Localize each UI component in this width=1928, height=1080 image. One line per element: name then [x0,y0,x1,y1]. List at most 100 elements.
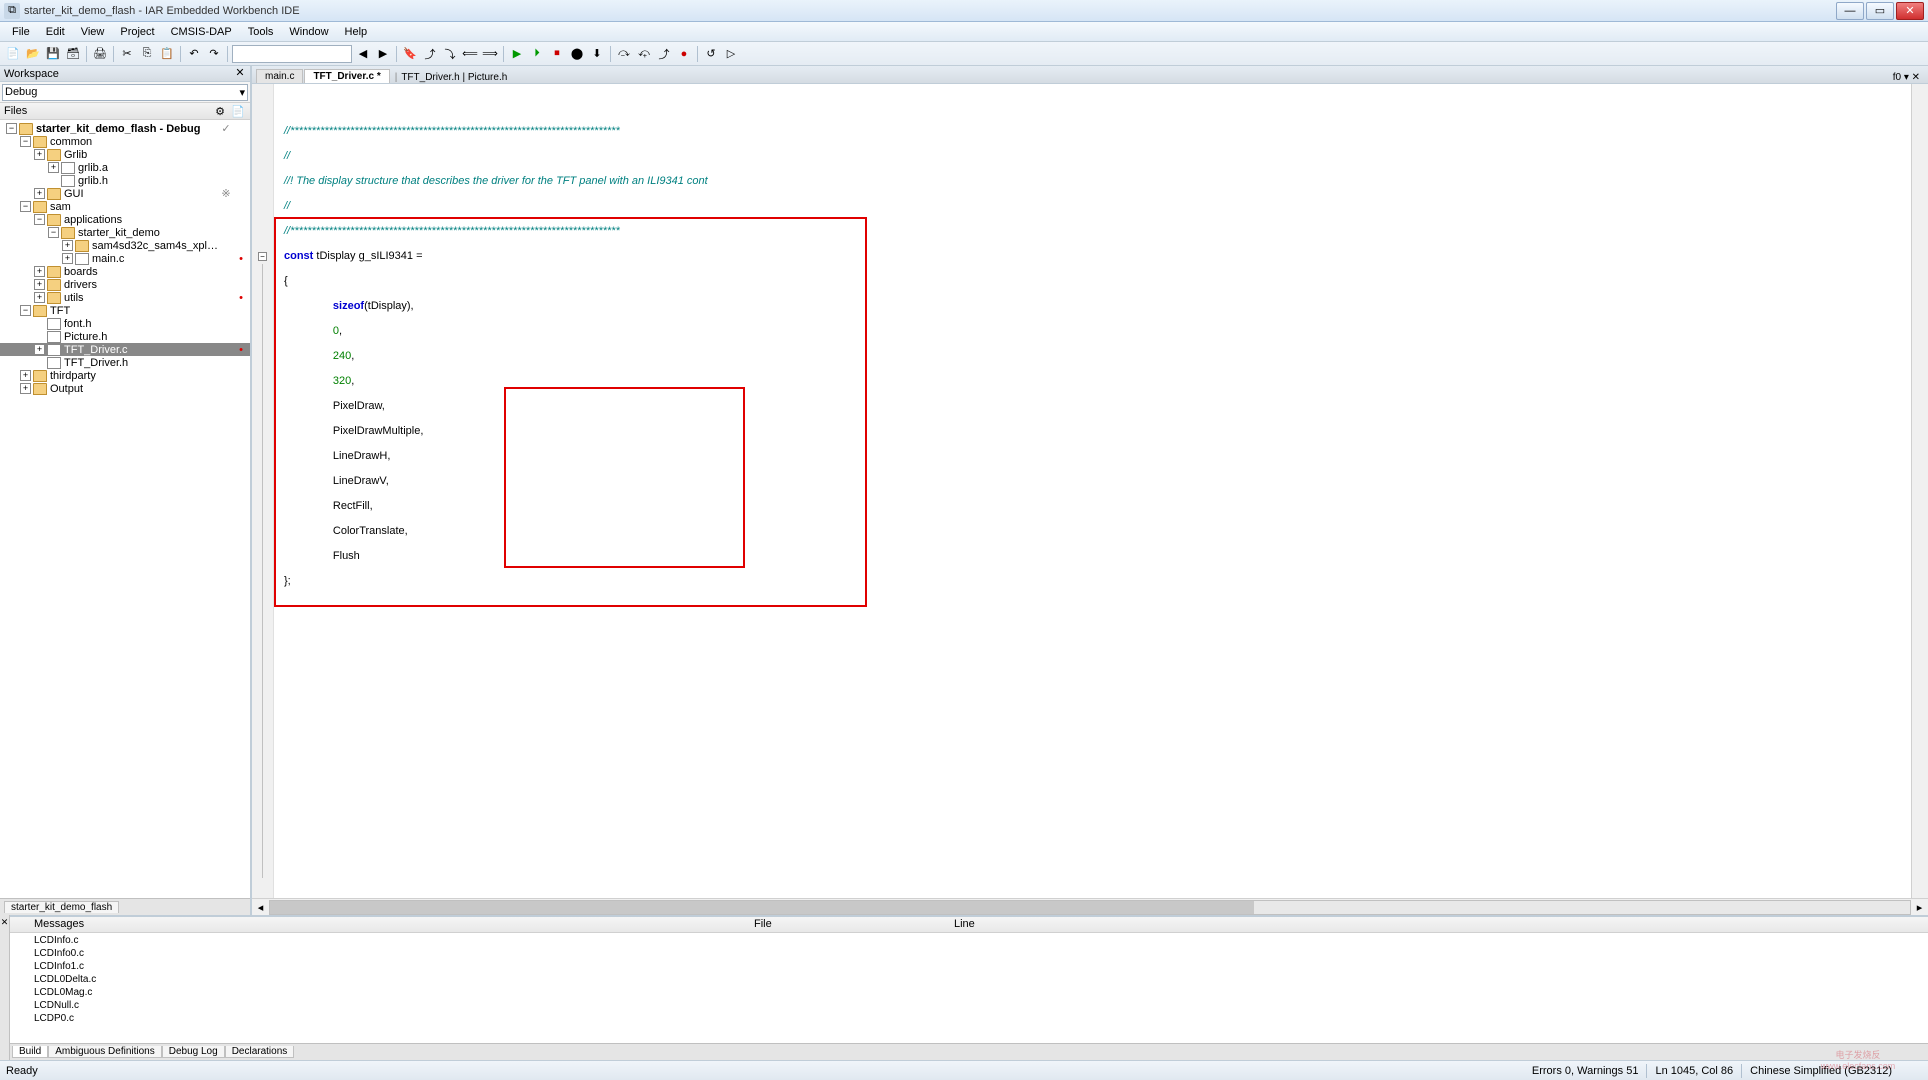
make-button[interactable]: ⏵ [528,45,546,63]
cut-button[interactable]: ✂ [118,45,136,63]
tree-toggle-icon[interactable]: + [62,253,73,264]
tree-toggle-icon[interactable]: + [20,370,31,381]
debug-run-button[interactable]: ● [675,45,693,63]
message-row[interactable]: LCDInfo.c [34,935,1904,948]
debug-step-over-button[interactable]: ⤼ [615,45,633,63]
tree-node[interactable]: grlib.h [0,174,250,187]
tree-toggle-icon[interactable]: + [34,149,45,160]
output-tab[interactable]: Declarations [225,1046,295,1058]
menu-project[interactable]: Project [112,24,162,40]
messages-list[interactable]: LCDInfo.cLCDInfo0.cLCDInfo1.cLCDL0Delta.… [10,933,1928,1043]
debug-step-into-button[interactable]: ⤽ [635,45,653,63]
tree-toggle-icon[interactable]: − [48,227,59,238]
tree-toggle-icon[interactable]: − [34,214,45,225]
horizontal-scrollbar[interactable]: ◂ ▸ [252,898,1928,915]
nav-fwd-button[interactable]: ⟹ [481,45,499,63]
tree-toggle-icon[interactable]: + [34,344,45,355]
vertical-scrollbar[interactable] [1911,84,1928,898]
undo-button[interactable]: ↶ [185,45,203,63]
menu-file[interactable]: File [4,24,38,40]
workspace-tree[interactable]: −starter_kit_demo_flash - Debug✓−common+… [0,120,250,898]
stop-build-button[interactable]: ⏹ [548,45,566,63]
tree-toggle-icon[interactable]: + [34,279,45,290]
maximize-button[interactable]: ▭ [1866,2,1894,20]
tree-node[interactable]: +boards [0,265,250,278]
minimize-button[interactable]: — [1836,2,1864,20]
tree-toggle-icon[interactable]: − [20,201,31,212]
bookmark-next-button[interactable]: ⤵ [441,45,459,63]
output-tab[interactable]: Ambiguous Definitions [48,1046,162,1058]
bookmark-prev-button[interactable]: ⤴ [421,45,439,63]
search-combo[interactable] [232,45,352,63]
tree-node[interactable]: −sam [0,200,250,213]
find-next-button[interactable]: ▶ [374,45,392,63]
save-button[interactable]: 💾 [44,45,62,63]
tree-node[interactable]: +TFT_Driver.c• [0,343,250,356]
message-row[interactable]: LCDL0Mag.c [34,987,1904,1000]
workspace-tab[interactable]: starter_kit_demo_flash [4,901,119,913]
copy-button[interactable]: ⎘ [138,45,156,63]
tree-node[interactable]: +utils• [0,291,250,304]
bookmark-toggle-button[interactable]: 🔖 [401,45,419,63]
config-select[interactable]: Debug▾ [2,84,248,101]
message-row[interactable]: LCDInfo1.c [34,961,1904,974]
tree-toggle-icon[interactable]: + [48,162,59,173]
menu-tools[interactable]: Tools [240,24,282,40]
open-file-button[interactable]: 📂 [24,45,42,63]
menu-view[interactable]: View [73,24,113,40]
tree-toggle-icon[interactable]: + [62,240,73,251]
menu-help[interactable]: Help [337,24,376,40]
tree-node[interactable]: +main.c• [0,252,250,265]
tree-node[interactable]: +GUI※ [0,187,250,200]
message-row[interactable]: LCDNull.c [34,1000,1904,1013]
workspace-close-button[interactable]: ✕ [234,68,246,80]
tree-toggle-icon[interactable]: − [6,123,17,134]
new-file-button[interactable]: 📄 [4,45,22,63]
debug-go-button[interactable]: ▷ [722,45,740,63]
tree-node[interactable]: +Output [0,382,250,395]
nav-back-button[interactable]: ⟸ [461,45,479,63]
paste-button[interactable]: 📋 [158,45,176,63]
debug-step-out-button[interactable]: ⤴ [655,45,673,63]
editor-area[interactable]: − //************************************… [252,84,1928,898]
editor-view-controls[interactable]: f0 ▾ ✕ [1889,72,1924,83]
menu-edit[interactable]: Edit [38,24,73,40]
tree-node[interactable]: Picture.h [0,330,250,343]
tree-node[interactable]: font.h [0,317,250,330]
code-view[interactable]: //**************************************… [274,84,1911,898]
tree-node[interactable]: +sam4sd32c_sam4s_xplai... [0,239,250,252]
tree-toggle-icon[interactable]: + [34,292,45,303]
tree-node[interactable]: +Grlib [0,148,250,161]
find-prev-button[interactable]: ◀ [354,45,372,63]
compile-button[interactable]: ▶ [508,45,526,63]
tree-node[interactable]: +drivers [0,278,250,291]
output-tab[interactable]: Build [12,1046,48,1058]
output-tab[interactable]: Debug Log [162,1046,225,1058]
download-debug-button[interactable]: ⬇ [588,45,606,63]
message-row[interactable]: LCDInfo0.c [34,948,1904,961]
editor-tab[interactable]: main.c [256,69,303,83]
redo-button[interactable]: ↷ [205,45,223,63]
editor-gutter[interactable]: − [252,84,274,898]
tree-toggle-icon[interactable]: − [20,136,31,147]
toggle-breakpoint-button[interactable]: ⬤ [568,45,586,63]
tree-node[interactable]: −starter_kit_demo_flash - Debug✓ [0,122,250,135]
tree-toggle-icon[interactable]: − [20,305,31,316]
menu-window[interactable]: Window [281,24,336,40]
editor-tab[interactable]: TFT_Driver.c * [304,69,389,83]
fold-toggle-icon[interactable]: − [258,252,267,261]
debug-reset-button[interactable]: ↺ [702,45,720,63]
print-button[interactable]: 🖨 [91,45,109,63]
tree-node[interactable]: +thirdparty [0,369,250,382]
tree-node[interactable]: −common [0,135,250,148]
tree-node[interactable]: −starter_kit_demo [0,226,250,239]
bottom-panel-close[interactable]: ✕ [0,915,10,1060]
tree-toggle-icon[interactable]: + [20,383,31,394]
message-row[interactable]: LCDP0.c [34,1013,1904,1026]
tree-node[interactable]: −applications [0,213,250,226]
close-button[interactable]: ✕ [1896,2,1924,20]
tree-node[interactable]: TFT_Driver.h [0,356,250,369]
tree-toggle-icon[interactable]: + [34,266,45,277]
message-row[interactable]: LCDL0Delta.c [34,974,1904,987]
tree-toggle-icon[interactable]: + [34,188,45,199]
